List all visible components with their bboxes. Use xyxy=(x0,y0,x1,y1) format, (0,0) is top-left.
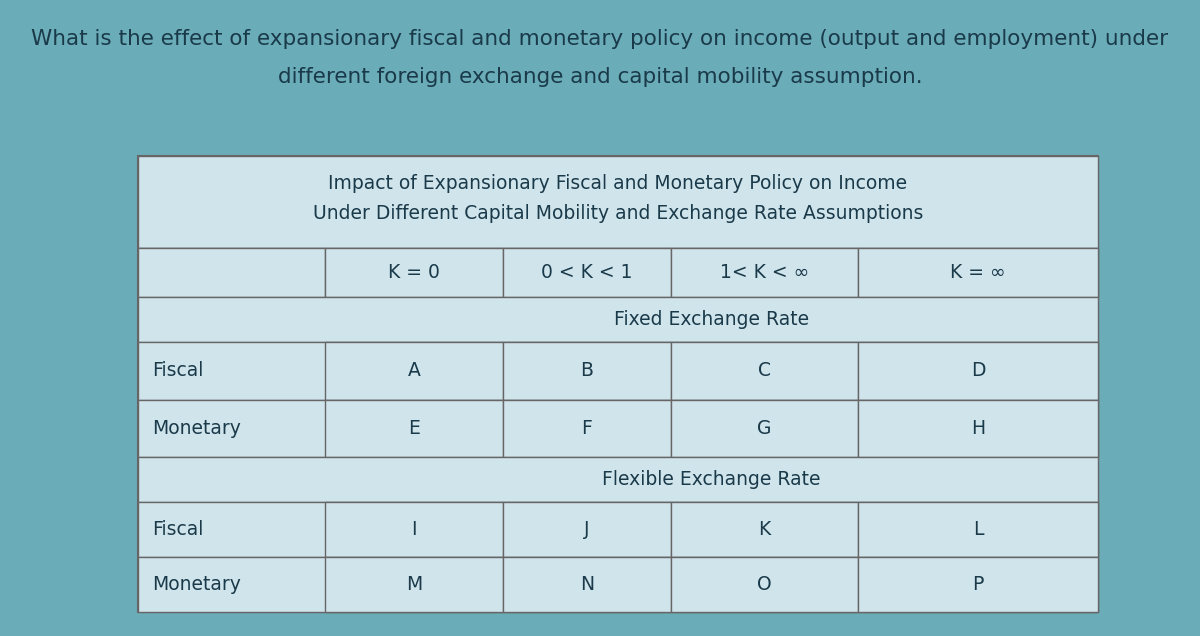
Text: M: M xyxy=(406,575,422,594)
Text: Fiscal: Fiscal xyxy=(152,361,204,380)
Text: K = 0: K = 0 xyxy=(388,263,440,282)
Text: K: K xyxy=(758,520,770,539)
Text: Monetary: Monetary xyxy=(152,575,241,594)
Text: Monetary: Monetary xyxy=(152,419,241,438)
Text: Fiscal: Fiscal xyxy=(152,520,204,539)
Text: 0 < K < 1: 0 < K < 1 xyxy=(541,263,632,282)
Text: I: I xyxy=(412,520,416,539)
Text: G: G xyxy=(757,419,772,438)
Text: C: C xyxy=(758,361,770,380)
Text: A: A xyxy=(408,361,420,380)
Text: Flexible Exchange Rate: Flexible Exchange Rate xyxy=(602,470,821,489)
Text: different foreign exchange and capital mobility assumption.: different foreign exchange and capital m… xyxy=(277,67,923,86)
Text: B: B xyxy=(581,361,593,380)
Text: L: L xyxy=(973,520,983,539)
Text: E: E xyxy=(408,419,420,438)
Text: 1< K < ∞: 1< K < ∞ xyxy=(720,263,809,282)
Text: J: J xyxy=(584,520,589,539)
Text: Impact of Expansionary Fiscal and Monetary Policy on Income: Impact of Expansionary Fiscal and Moneta… xyxy=(329,174,907,193)
Text: P: P xyxy=(972,575,984,594)
Text: What is the effect of expansionary fiscal and monetary policy on income (output : What is the effect of expansionary fisca… xyxy=(31,29,1169,48)
Text: D: D xyxy=(971,361,985,380)
Text: N: N xyxy=(580,575,594,594)
Text: Fixed Exchange Rate: Fixed Exchange Rate xyxy=(614,310,809,329)
Text: F: F xyxy=(581,419,593,438)
Text: H: H xyxy=(971,419,985,438)
Text: Under Different Capital Mobility and Exchange Rate Assumptions: Under Different Capital Mobility and Exc… xyxy=(313,204,923,223)
Text: K = ∞: K = ∞ xyxy=(950,263,1006,282)
Text: O: O xyxy=(757,575,772,594)
